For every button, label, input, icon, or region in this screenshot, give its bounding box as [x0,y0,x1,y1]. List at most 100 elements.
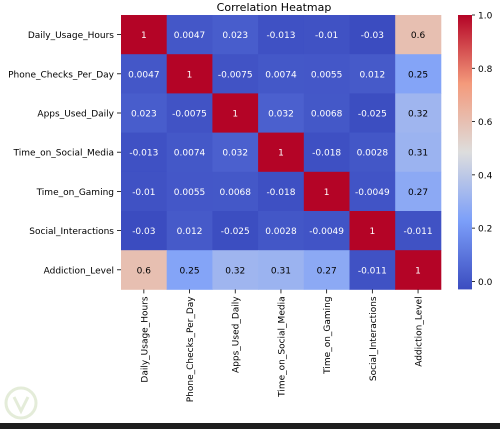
heatmap-cell [258,211,305,251]
heatmap-cell-label: -0.011 [404,227,433,237]
heatmap-cell [349,93,396,133]
heatmap-cell [258,93,305,133]
heatmap-cell-label: 0.31 [408,149,428,159]
colorbar-tick-label: 0.0 [478,278,493,288]
heatmap-cell [121,171,168,212]
heatmap-cell-label: 1 [232,110,238,120]
heatmap-cell [166,15,213,55]
heatmap-cell [349,250,396,290]
heatmap-cell [395,93,442,133]
heatmap-cell [166,132,213,173]
heatmap-cell-label: 0.023 [131,110,157,120]
heatmap-cell-label: 0.27 [317,266,337,276]
y-tick-label: Time_on_Gaming [36,188,114,198]
x-tick-label: Time_on_Gaming [323,296,333,374]
heatmap-cell [349,15,396,55]
heatmap-cell [166,250,213,290]
heatmap-cell-label: 0.0074 [265,70,297,80]
heatmap-cell [395,211,442,251]
heatmap-cell-label: 0.31 [271,266,291,276]
heatmap-cell-label: 0.0055 [311,70,343,80]
heatmap-cell-label: 0.0047 [174,31,206,41]
heatmap-cell-label: 0.6 [411,31,426,41]
heatmap-cell [212,250,259,290]
heatmap-cell [395,54,442,94]
heatmap-cell [121,132,168,173]
heatmap-cell [258,250,305,290]
heatmap-cell [121,250,168,290]
heatmap-cell [258,54,305,94]
heatmap-cell [166,93,213,133]
x-tick-label: Apps_Used_Daily [232,296,242,373]
heatmap-cell [212,93,259,133]
heatmap-cell-label: 0.012 [359,70,385,80]
heatmap-cell [212,15,259,55]
heatmap-cell [121,211,168,251]
heatmap-cell-label: -0.01 [315,31,338,41]
colorbar-tick-label: 0.8 [478,65,493,75]
heatmap-cell-label: -0.0075 [172,110,207,120]
heatmap-cell-label: 0.012 [177,227,203,237]
heatmap-cell-label: 1 [187,70,193,80]
heatmap-cell [303,15,350,55]
colorbar-tick-label: 0.4 [478,171,493,181]
colorbar-tick-label: 0.2 [478,225,492,235]
colorbar [458,15,472,290]
heatmap-cell-label: -0.01 [132,188,155,198]
heatmap-cell [212,54,259,94]
y-tick-label: Addiction_Level [44,266,114,276]
heatmap-cell-label: -0.0049 [309,227,344,237]
heatmap-cell [258,132,305,173]
heatmap-cell [349,54,396,94]
heatmap-cell-label: -0.03 [132,227,155,237]
heatmap-cell [258,15,305,55]
heatmap-cell-label: 0.0055 [174,188,206,198]
heatmap-cell [303,93,350,133]
y-tick-label: Apps_Used_Daily [37,110,114,120]
heatmap-cell [212,211,259,251]
heatmap-cell-label: 0.32 [408,110,428,120]
heatmap-cell-label: 0.0047 [128,70,160,80]
heatmap-cell [121,15,168,55]
x-tick-label: Phone_Checks_Per_Day [186,296,196,403]
heatmap-cell [303,54,350,94]
heatmap-cell-label: 0.032 [222,149,248,159]
heatmap-cell-label: 0.32 [225,266,245,276]
heatmap-cell-label: -0.025 [358,110,387,120]
y-tick-label: Phone_Checks_Per_Day [8,70,115,80]
chart-title: Correlation Heatmap [217,1,332,14]
heatmap-cell [303,250,350,290]
heatmap-cell [395,132,442,173]
taskbar-strip [0,423,500,429]
heatmap-cell-label: -0.011 [358,266,387,276]
heatmap-cell [166,171,213,212]
heatmap-cell [349,211,396,251]
heatmap-cell-label: 1 [324,188,330,198]
heatmap-cell-label: 0.25 [180,266,200,276]
x-tick-label: Social_Interactions [369,296,379,381]
heatmap-cell-label: 0.0068 [311,110,343,120]
heatmap-cell-label: 0.0068 [220,188,252,198]
heatmap-cell-label: 0.0028 [265,227,297,237]
heatmap-cell-label: 1 [415,266,421,276]
heatmap-cell-label: -0.0049 [355,188,390,198]
x-tick-label: Addiction_Level [415,296,425,366]
heatmap-cell-label: 0.25 [408,70,428,80]
heatmap-cell-label: -0.013 [129,149,158,159]
heatmap-cell-label: 0.6 [137,266,152,276]
heatmap-cell [166,211,213,251]
heatmap-cell [395,250,442,290]
heatmap-cell [303,132,350,173]
heatmap-cell-label: 0.0074 [174,149,206,159]
colorbar-tick-label: 0.6 [478,118,493,128]
heatmap-cell-label: 0.27 [408,188,428,198]
heatmap-cell-label: -0.018 [312,149,341,159]
heatmap-cell-label: -0.0075 [218,70,253,80]
heatmap-cell [395,171,442,212]
watermark-logo-icon [4,386,38,420]
y-tick-label: Social_Interactions [29,227,114,237]
heatmap-cell-label: 1 [278,149,284,159]
heatmap-cell [121,54,168,94]
heatmap-cell [212,132,259,173]
